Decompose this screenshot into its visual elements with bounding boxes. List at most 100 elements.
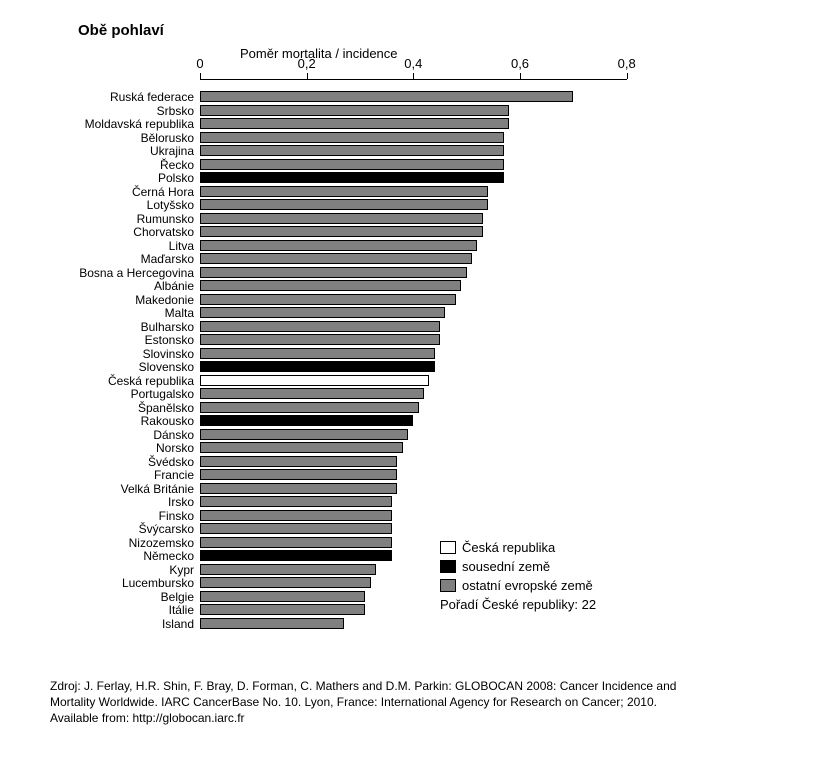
bar bbox=[200, 334, 440, 345]
bar-row: Litva bbox=[200, 240, 680, 253]
bar bbox=[200, 348, 435, 359]
bar-row: Srbsko bbox=[200, 105, 680, 118]
bar-row: Malta bbox=[200, 307, 680, 320]
category-label: Česká republika bbox=[108, 374, 200, 388]
category-label: Švýcarsko bbox=[139, 522, 200, 536]
legend-label: ostatní evropské země bbox=[462, 578, 593, 593]
bar-row: Bělorusko bbox=[200, 132, 680, 145]
bar bbox=[200, 118, 509, 129]
bar-row: Irsko bbox=[200, 496, 680, 509]
category-label: Rakousko bbox=[141, 414, 200, 428]
bar-row: Lotyšsko bbox=[200, 199, 680, 212]
category-label: Albánie bbox=[154, 279, 200, 293]
category-label: Polsko bbox=[158, 171, 200, 185]
legend-item: Česká republika bbox=[440, 540, 596, 555]
bar-row: Francie bbox=[200, 469, 680, 482]
category-label: Finsko bbox=[159, 509, 200, 523]
bar-row: Černá Hora bbox=[200, 186, 680, 199]
bar bbox=[200, 172, 504, 183]
bar bbox=[200, 361, 435, 372]
category-label: Slovinsko bbox=[143, 347, 200, 361]
legend-swatch bbox=[440, 541, 456, 554]
bar-row: Švýcarsko bbox=[200, 523, 680, 536]
category-label: Estonsko bbox=[145, 333, 200, 347]
bar bbox=[200, 199, 488, 210]
bar bbox=[200, 537, 392, 548]
bar-row: Chorvatsko bbox=[200, 226, 680, 239]
bar-row: Island bbox=[200, 618, 680, 631]
category-label: Slovensko bbox=[139, 360, 200, 374]
category-label: Portugalsko bbox=[131, 387, 200, 401]
bar-row: Ukrajina bbox=[200, 145, 680, 158]
category-label: Bosna a Hercegovina bbox=[79, 266, 200, 280]
category-label: Moldavská republika bbox=[85, 117, 200, 131]
bar-row: Dánsko bbox=[200, 429, 680, 442]
category-label: Ukrajina bbox=[150, 144, 200, 158]
x-tick bbox=[307, 73, 308, 79]
bar-row: Ruská federace bbox=[200, 91, 680, 104]
bar-row: Estonsko bbox=[200, 334, 680, 347]
bar-row: Španělsko bbox=[200, 402, 680, 415]
legend-label: Česká republika bbox=[462, 540, 555, 555]
category-label: Bulharsko bbox=[141, 320, 200, 334]
category-label: Makedonie bbox=[135, 293, 200, 307]
category-label: Lucembursko bbox=[122, 576, 200, 590]
x-axis-line bbox=[200, 79, 627, 80]
bar bbox=[200, 577, 371, 588]
bar bbox=[200, 159, 504, 170]
bar bbox=[200, 105, 509, 116]
legend-swatch bbox=[440, 560, 456, 573]
bar bbox=[200, 307, 445, 318]
category-label: Island bbox=[162, 617, 200, 631]
bar-row: Bosna a Hercegovina bbox=[200, 267, 680, 280]
bar bbox=[200, 496, 392, 507]
legend-label: sousední země bbox=[462, 559, 550, 574]
bar bbox=[200, 388, 424, 399]
bar bbox=[200, 226, 483, 237]
x-tick bbox=[520, 73, 521, 79]
bar-row: Portugalsko bbox=[200, 388, 680, 401]
x-tick-label: 0,6 bbox=[511, 56, 529, 71]
bar bbox=[200, 604, 365, 615]
bar bbox=[200, 145, 504, 156]
bar-row: Makedonie bbox=[200, 294, 680, 307]
source-line: Zdroj: J. Ferlay, H.R. Shin, F. Bray, D.… bbox=[50, 678, 770, 694]
bar bbox=[200, 132, 504, 143]
category-label: Švédsko bbox=[148, 455, 200, 469]
category-label: Černá Hora bbox=[132, 185, 200, 199]
category-label: Norsko bbox=[156, 441, 200, 455]
bar-row: Polsko bbox=[200, 172, 680, 185]
bar bbox=[200, 280, 461, 291]
bar bbox=[200, 510, 392, 521]
category-label: Francie bbox=[154, 468, 200, 482]
bar bbox=[200, 469, 397, 480]
x-tick-label: 0,8 bbox=[618, 56, 636, 71]
bar bbox=[200, 375, 429, 386]
bar-row: Velká Británie bbox=[200, 483, 680, 496]
legend-item: sousední země bbox=[440, 559, 596, 574]
bar-row: Rakousko bbox=[200, 415, 680, 428]
x-tick-label: 0,4 bbox=[404, 56, 422, 71]
bar-row: Švédsko bbox=[200, 456, 680, 469]
bar bbox=[200, 253, 472, 264]
category-label: Irsko bbox=[168, 495, 200, 509]
bar bbox=[200, 564, 376, 575]
legend: Česká republika sousední země ostatní evro… bbox=[440, 540, 596, 616]
category-label: Dánsko bbox=[153, 428, 200, 442]
x-tick-label: 0 bbox=[196, 56, 203, 71]
bar bbox=[200, 267, 467, 278]
bar bbox=[200, 429, 408, 440]
x-tick-label: 0,2 bbox=[298, 56, 316, 71]
bar bbox=[200, 240, 477, 251]
x-tick bbox=[200, 73, 201, 79]
source-line: Available from: http://globocan.iarc.fr bbox=[50, 710, 770, 726]
bar bbox=[200, 402, 419, 413]
category-label: Belgie bbox=[161, 590, 200, 604]
bar-row: Slovinsko bbox=[200, 348, 680, 361]
category-label: Lotyšsko bbox=[147, 198, 200, 212]
bar bbox=[200, 523, 392, 534]
source-citation: Zdroj: J. Ferlay, H.R. Shin, F. Bray, D.… bbox=[50, 678, 770, 727]
category-label: Itálie bbox=[169, 603, 200, 617]
category-label: Řecko bbox=[160, 158, 200, 172]
chart-title: Obě pohlaví bbox=[78, 22, 164, 39]
